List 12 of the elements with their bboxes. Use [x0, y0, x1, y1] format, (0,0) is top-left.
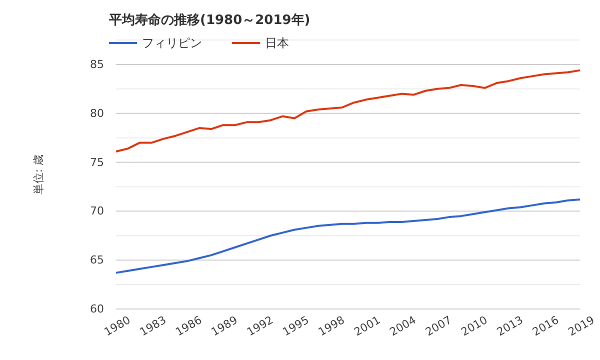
y-tick-label: 65 — [90, 254, 104, 267]
legend-label: 日本 — [265, 36, 289, 50]
y-tick-label: 80 — [90, 106, 104, 120]
y-tick-label: 85 — [90, 58, 104, 71]
line-series — [115, 198, 581, 274]
y-tick-label: 75 — [90, 156, 104, 169]
y-tick-label: 60 — [90, 302, 104, 316]
chart-title: 平均寿命の推移(1980～2019年) — [108, 13, 310, 28]
line-series — [115, 69, 581, 153]
y-axis-title: 単位: 歳 — [32, 154, 45, 195]
legend-label: フィリピン — [142, 36, 202, 50]
y-tick-label: 70 — [90, 204, 104, 218]
